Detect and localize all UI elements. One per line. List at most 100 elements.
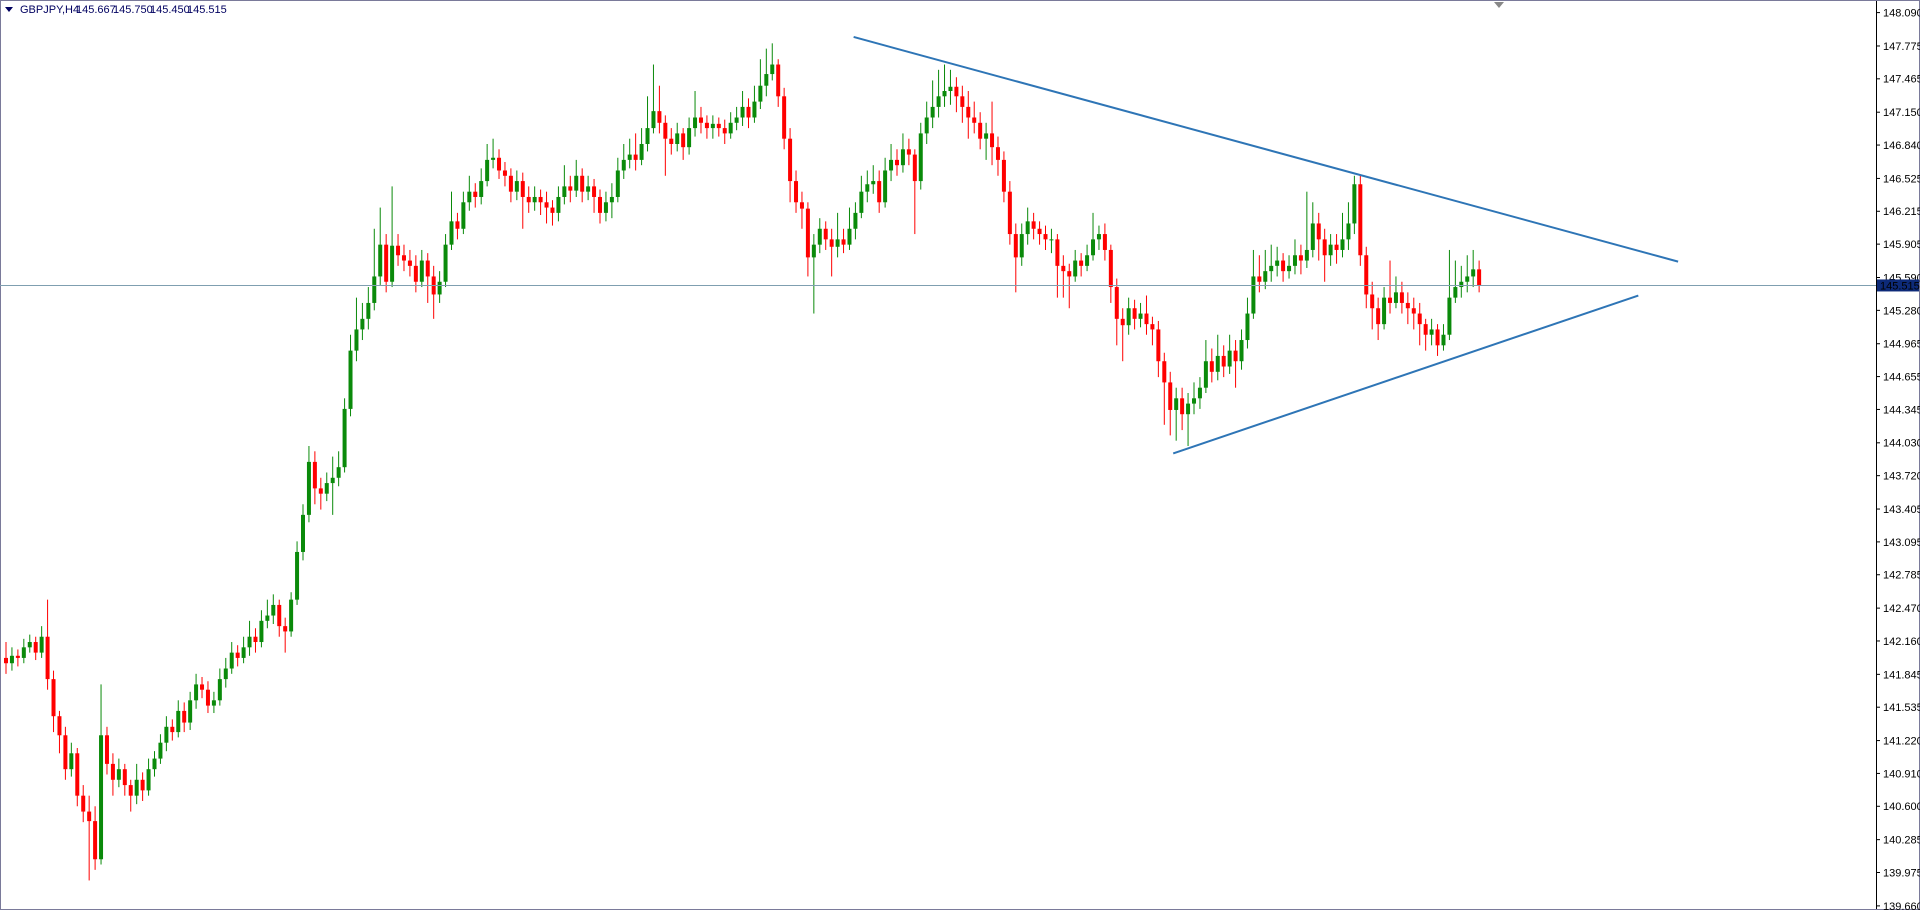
current-price-label: 145.515 — [1880, 280, 1920, 292]
candle-body — [1281, 260, 1286, 272]
candle-body — [360, 318, 365, 330]
candle-body — [170, 726, 175, 733]
y-tick-label: 139.660 — [1883, 901, 1920, 910]
candle-body — [556, 196, 561, 213]
candle-body — [223, 668, 228, 680]
candle-body — [1144, 313, 1149, 325]
candle-body — [847, 228, 852, 245]
candle-body — [562, 186, 567, 197]
candle-body — [229, 652, 234, 669]
candle-body — [301, 514, 305, 552]
candle-body — [1186, 403, 1191, 415]
candle-body — [1120, 318, 1125, 326]
candle-body — [1007, 191, 1012, 235]
candle-body — [33, 642, 38, 653]
candle-body — [1174, 398, 1179, 410]
candle-body — [342, 408, 347, 468]
candle-body — [835, 239, 840, 247]
candle-body — [900, 149, 905, 166]
candle-body — [491, 157, 496, 160]
candle-body — [568, 186, 573, 191]
candle-body — [1061, 265, 1066, 272]
y-tick-label: 140.600 — [1883, 801, 1920, 813]
candle-body — [1399, 292, 1404, 303]
candle-body — [69, 753, 74, 770]
candle-body — [9, 655, 14, 664]
candle-body — [419, 260, 424, 282]
candle-body — [283, 626, 288, 632]
candle-body — [1132, 308, 1137, 319]
y-tick-label: 141.220 — [1883, 735, 1920, 747]
candle-body — [1203, 361, 1208, 388]
candle-body — [1108, 249, 1113, 288]
candle-body — [645, 128, 650, 144]
candle-body — [318, 488, 323, 494]
y-tick-label: 144.965 — [1883, 339, 1920, 351]
candle-body — [1096, 234, 1101, 240]
candle-body — [1168, 382, 1173, 410]
candle-body — [235, 652, 240, 658]
candle-body — [1043, 234, 1048, 240]
candle-body — [995, 147, 1000, 160]
candle-body — [829, 239, 834, 247]
y-tick-label: 142.160 — [1883, 636, 1920, 648]
candle-body — [960, 96, 965, 107]
candle-body — [15, 655, 20, 658]
candle-body — [865, 184, 870, 192]
y-tick-label: 140.910 — [1883, 768, 1920, 780]
y-tick-label: 148.090 — [1883, 8, 1920, 20]
candle-body — [990, 133, 995, 148]
header-arrow[interactable] — [5, 7, 13, 12]
candle-body — [1465, 276, 1470, 282]
candle-body — [1138, 313, 1143, 319]
candle-body — [758, 85, 763, 102]
y-tick-label: 142.785 — [1883, 570, 1920, 582]
candle-body — [39, 636, 44, 653]
candle-body — [51, 679, 56, 717]
candle-body — [1055, 239, 1060, 266]
candle-body — [889, 159, 894, 171]
candle-body — [859, 191, 864, 213]
candle-body — [675, 133, 680, 144]
candle-body — [930, 106, 935, 118]
candle-body — [1013, 234, 1018, 258]
candle-body — [1298, 255, 1303, 261]
candle-body — [1073, 260, 1078, 277]
candle-body — [740, 106, 745, 118]
candle-body — [871, 181, 876, 185]
current-price-box — [1877, 279, 1919, 292]
candle-body — [1275, 260, 1280, 266]
candle-body — [710, 123, 715, 129]
candle-body — [134, 779, 139, 796]
candle-body — [550, 207, 555, 213]
candle-body — [443, 244, 448, 282]
candle-body — [1405, 302, 1410, 309]
candle-body — [1019, 234, 1024, 258]
candle-body — [1037, 228, 1042, 235]
candle-body — [384, 244, 389, 282]
candle-body — [110, 763, 115, 780]
candle-body — [728, 122, 733, 134]
candle-body — [1251, 276, 1256, 314]
y-tick-label: 143.720 — [1883, 471, 1920, 483]
candle-body — [823, 228, 828, 240]
candle-body — [152, 758, 157, 770]
candle-body — [1085, 255, 1090, 266]
candle-body — [265, 615, 270, 621]
candle-body — [1364, 255, 1369, 295]
candle-body — [615, 170, 620, 197]
candle-body — [378, 244, 383, 277]
candle-body — [259, 620, 264, 643]
y-tick-label: 144.345 — [1883, 404, 1920, 416]
y-tick-label: 143.405 — [1883, 504, 1920, 516]
candle-body — [657, 111, 662, 123]
candle-body — [1180, 398, 1185, 415]
candle-body — [1352, 184, 1357, 224]
candle-body — [1328, 244, 1333, 256]
candle-body — [1292, 255, 1297, 266]
candle-body — [330, 477, 335, 484]
candle-body — [1435, 329, 1440, 346]
y-tick-label: 147.775 — [1883, 41, 1920, 53]
y-tick-label: 143.095 — [1883, 537, 1920, 549]
